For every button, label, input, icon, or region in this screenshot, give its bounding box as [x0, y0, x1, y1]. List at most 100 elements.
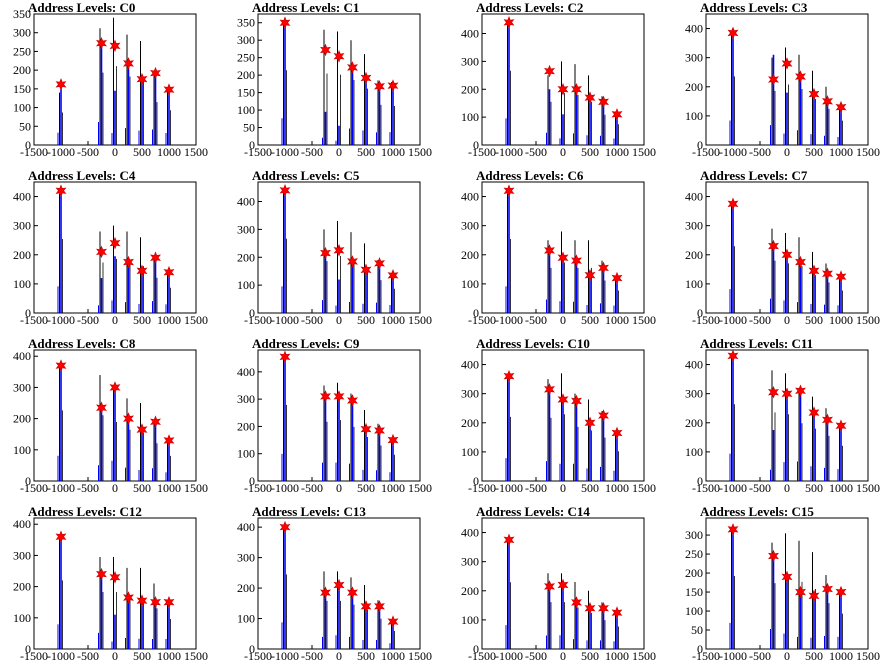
x-tick-label: 0 — [336, 313, 342, 327]
x-tick-label: -1500 — [468, 481, 496, 495]
star-marker — [598, 409, 609, 422]
y-tick-label: 300 — [13, 380, 31, 394]
star-marker — [96, 567, 107, 581]
chart-title: Address Levels: C13 — [252, 504, 366, 519]
y-tick-label: 200 — [237, 419, 255, 433]
star-marker — [835, 419, 847, 432]
y-tick-label: 300 — [461, 219, 479, 233]
y-tick-label: 400 — [685, 358, 703, 372]
x-tick-label: -1000 — [47, 313, 75, 327]
star-marker — [150, 251, 161, 264]
x-tick-label: -500 — [525, 481, 547, 495]
star-marker — [503, 184, 515, 198]
star-marker — [503, 16, 515, 29]
y-tick-label: 100 — [461, 110, 479, 124]
x-tick-label: 0 — [784, 481, 790, 495]
x-tick-label: -500 — [749, 145, 771, 159]
star-marker — [768, 239, 779, 253]
y-tick-label: 200 — [237, 68, 255, 82]
x-tick-label: 500 — [805, 649, 823, 663]
y-tick-label: 400 — [237, 520, 255, 534]
star-marker — [96, 245, 107, 259]
y-tick-label: 350 — [237, 16, 255, 30]
y-tick-label: 0 — [473, 474, 479, 488]
x-tick-label: -1000 — [719, 649, 747, 663]
x-tick-label: -500 — [525, 145, 547, 159]
star-marker — [279, 16, 291, 30]
chart-panel: Address Levels: C1 0 50 100 150 200 250 300 350 -… — [224, 0, 448, 168]
y-tick-label: 0 — [473, 306, 479, 320]
star-marker — [55, 78, 67, 91]
star-marker — [163, 265, 175, 279]
star-marker — [163, 83, 175, 96]
star-marker — [503, 369, 515, 383]
y-tick-label: 50 — [691, 623, 703, 637]
y-tick-label: 300 — [461, 387, 479, 401]
x-tick-label: -1500 — [692, 481, 720, 495]
x-tick-label: -500 — [301, 481, 323, 495]
x-tick-label: 1000 — [605, 649, 629, 663]
chart-panel: Address Levels: C13 0 100 200 300 400 -1500 -10… — [224, 504, 448, 672]
x-tick-label: 500 — [357, 145, 375, 159]
x-tick-label: 1000 — [381, 649, 405, 663]
x-tick-label: -1500 — [20, 313, 48, 327]
chart-svg: Address Levels: C7 0 100 200 300 400 -1500 -100… — [685, 168, 880, 327]
x-tick-label: 1500 — [632, 313, 656, 327]
y-tick-label: 0 — [249, 306, 255, 320]
y-tick-label: 0 — [697, 138, 703, 152]
x-tick-label: 1000 — [829, 313, 853, 327]
star-marker — [768, 73, 779, 86]
star-marker — [109, 570, 121, 584]
x-tick-label: -1500 — [244, 145, 272, 159]
y-tick-label: 300 — [685, 387, 703, 401]
x-tick-label: 1500 — [856, 313, 880, 327]
x-tick-label: 1000 — [381, 313, 405, 327]
x-tick-label: 1000 — [829, 649, 853, 663]
x-tick-label: 1500 — [184, 313, 208, 327]
star-marker — [571, 596, 582, 609]
chart-svg: Address Levels: C11 0 100 200 300 400 -1500 -10… — [685, 336, 880, 495]
chart-title: Address Levels: C8 — [28, 336, 136, 351]
star-marker — [557, 393, 569, 406]
y-tick-label: 300 — [237, 33, 255, 47]
x-tick-label: -1500 — [244, 313, 272, 327]
y-tick-label: 0 — [249, 474, 255, 488]
star-marker — [109, 381, 121, 394]
chart-svg: Address Levels: C13 0 100 200 300 400 -1500 -10… — [237, 504, 432, 663]
star-marker — [387, 269, 399, 282]
star-marker — [795, 255, 806, 269]
chart-panel: Address Levels: C7 0 100 200 300 400 -1500 -100… — [672, 168, 896, 336]
star-marker — [55, 359, 67, 372]
y-tick-label: 100 — [13, 101, 31, 115]
chart-panel: Address Levels: C0 0 50 100 150 200 250 300 350 -… — [0, 0, 224, 168]
star-marker — [503, 533, 515, 547]
x-tick-label: 1500 — [856, 481, 880, 495]
x-tick-label: 1500 — [184, 145, 208, 159]
x-tick-label: 500 — [357, 481, 375, 495]
y-tick-label: 150 — [685, 585, 703, 599]
chart-svg: Address Levels: C6 0 100 200 300 400 -1500 -100… — [461, 168, 656, 327]
x-tick-label: -500 — [525, 649, 547, 663]
chart-title: Address Levels: C14 — [476, 504, 590, 519]
x-tick-label: -1000 — [271, 145, 299, 159]
x-tick-label: -500 — [749, 481, 771, 495]
y-tick-label: 50 — [243, 121, 255, 135]
y-tick-label: 300 — [237, 222, 255, 236]
y-tick-label: 0 — [473, 642, 479, 656]
star-marker — [835, 585, 847, 599]
star-marker — [123, 57, 134, 70]
star-marker — [374, 600, 385, 613]
star-marker — [835, 100, 847, 114]
y-tick-label: 0 — [25, 306, 31, 320]
y-tick-label: 400 — [461, 526, 479, 540]
star-marker — [387, 79, 399, 92]
star-marker — [584, 91, 596, 104]
x-tick-label: 500 — [805, 145, 823, 159]
chart-title: Address Levels: C11 — [700, 336, 813, 351]
x-tick-label: -1000 — [271, 649, 299, 663]
x-tick-label: 0 — [560, 481, 566, 495]
x-tick-label: -1000 — [47, 145, 75, 159]
y-tick-label: 200 — [685, 416, 703, 430]
y-tick-label: 400 — [461, 190, 479, 204]
y-tick-label: 100 — [685, 109, 703, 123]
